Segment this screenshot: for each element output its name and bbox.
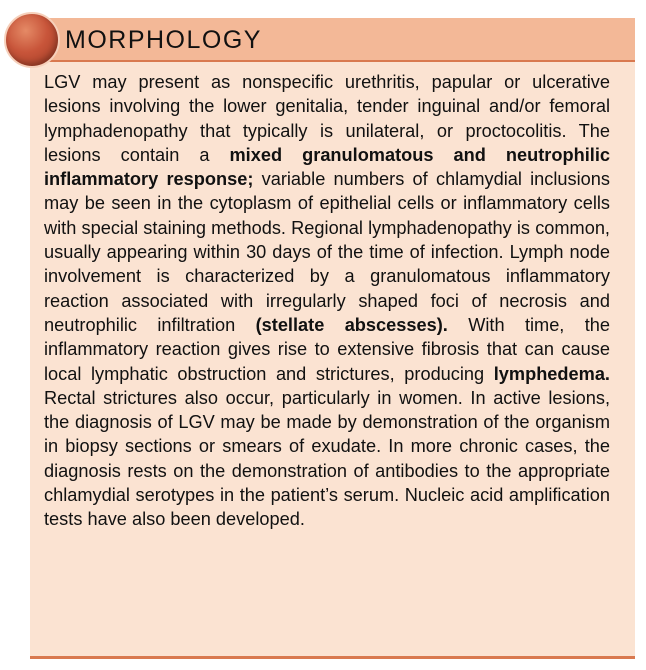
- text-run: Rectal stric­tures also occur, particula…: [44, 387, 610, 530]
- red-circle-badge-icon: [4, 12, 60, 68]
- bold-text-run: lymphedema.: [493, 363, 610, 384]
- text-run: With time, the inflammatory reaction giv…: [44, 314, 611, 384]
- bold-text-run: (stellate abscesses).: [255, 314, 448, 335]
- bottom-rule: [30, 656, 635, 659]
- header-band: [30, 18, 635, 62]
- section-heading: MORPHOLOGY: [65, 26, 262, 54]
- text-run: LGV may present as nonspecific urethriti…: [44, 72, 610, 165]
- text-run: vari­able numbers of chlamydial inclusio…: [44, 169, 610, 335]
- morphology-box: [30, 18, 635, 659]
- bold-text-run: mixed granuloma­tous and neutrophilic in…: [44, 144, 610, 190]
- body-paragraph: LGV may present as nonspecific urethriti…: [44, 70, 610, 532]
